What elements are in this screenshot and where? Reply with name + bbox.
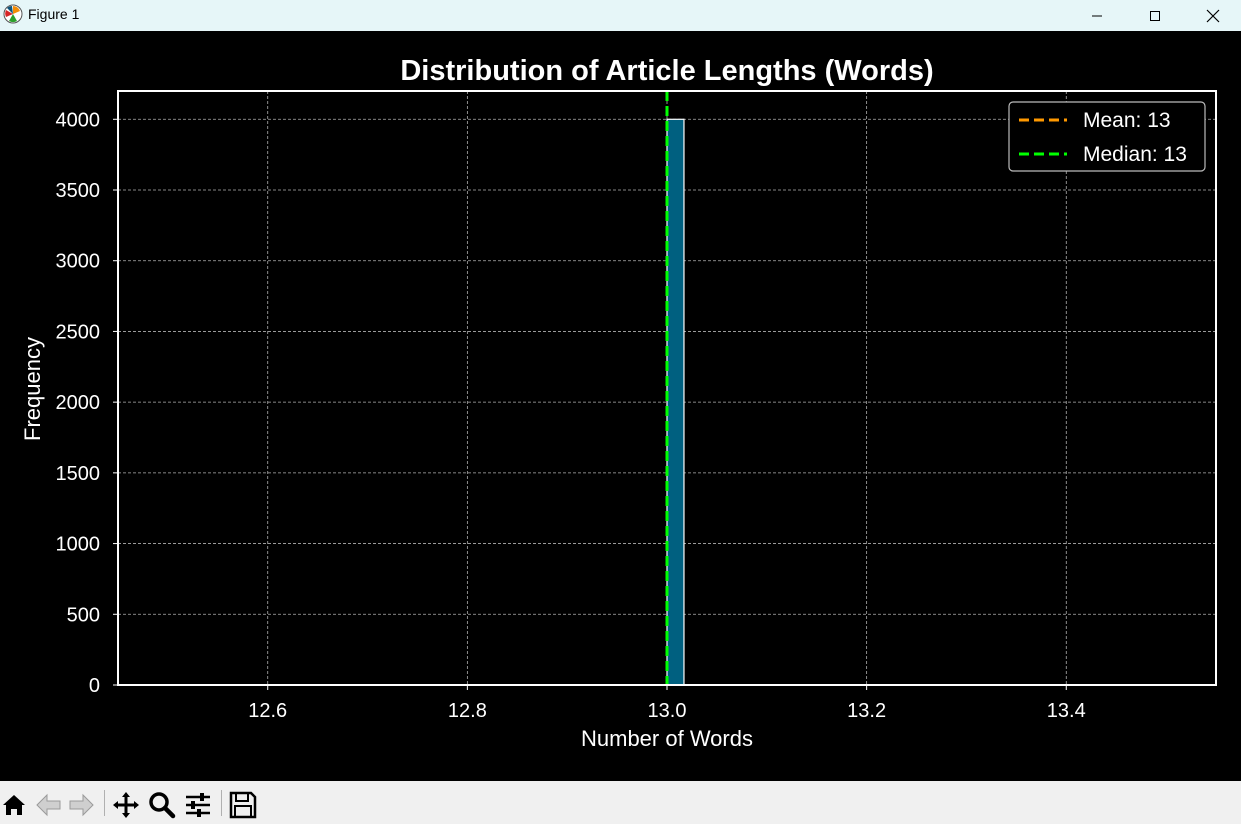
- close-button[interactable]: [1184, 0, 1241, 31]
- x-axis-ticks: 12.6 12.8 13.0 13.2 13.4: [248, 685, 1086, 722]
- matplotlib-logo-icon: [3, 4, 23, 24]
- x-axis-label: Number of Words: [581, 726, 753, 751]
- save-icon[interactable]: [228, 790, 258, 820]
- histogram-chart: Distribution of Article Lengths (Words) …: [20, 55, 1217, 751]
- maximize-button[interactable]: [1126, 0, 1184, 31]
- close-icon: [1206, 9, 1220, 22]
- y-tick-label: 2500: [56, 321, 101, 343]
- minimize-icon: [1092, 15, 1102, 16]
- x-tick-label: 12.6: [248, 700, 287, 722]
- figure-canvas[interactable]: Distribution of Article Lengths (Words) …: [0, 31, 1241, 781]
- x-tick-label: 12.8: [448, 700, 487, 722]
- zoom-icon[interactable]: [147, 790, 177, 820]
- legend-label: Mean: 13: [1083, 109, 1171, 132]
- toolbar-separator: [104, 790, 105, 816]
- forward-icon[interactable]: [66, 790, 96, 820]
- histogram-bar: [666, 118, 685, 686]
- minimize-button[interactable]: [1068, 0, 1126, 31]
- y-tick-label: 2000: [56, 392, 101, 414]
- chart-title: Distribution of Article Lengths (Words): [400, 55, 933, 87]
- maximize-icon: [1150, 10, 1160, 21]
- pan-icon[interactable]: [111, 790, 141, 820]
- y-tick-label: 3000: [56, 251, 101, 273]
- navigation-toolbar: [0, 781, 1241, 824]
- y-tick-label: 1000: [56, 534, 101, 556]
- y-axis-ticks: 0 500 1000 1500 2000 2500 3000 3500 4000: [56, 109, 118, 697]
- y-tick-label: 4000: [56, 109, 101, 131]
- window-titlebar: Figure 1: [0, 0, 1241, 31]
- y-tick-label: 500: [67, 604, 100, 626]
- legend: Mean: 13 Median: 13: [1008, 101, 1206, 172]
- legend-label: Median: 13: [1083, 143, 1187, 166]
- configure-subplots-icon[interactable]: [183, 790, 213, 820]
- histogram-bars: [666, 118, 685, 686]
- y-tick-label: 1500: [56, 463, 101, 485]
- x-tick-label: 13.2: [847, 700, 886, 722]
- window-title: Figure 1: [28, 6, 80, 22]
- x-tick-label: 13.0: [648, 700, 687, 722]
- y-axis-label: Frequency: [20, 337, 45, 441]
- y-tick-label: 3500: [56, 180, 101, 202]
- y-tick-label: 0: [89, 675, 100, 697]
- back-icon[interactable]: [34, 790, 64, 820]
- home-icon[interactable]: [0, 790, 30, 820]
- x-tick-label: 13.4: [1047, 700, 1086, 722]
- toolbar-separator: [221, 790, 222, 816]
